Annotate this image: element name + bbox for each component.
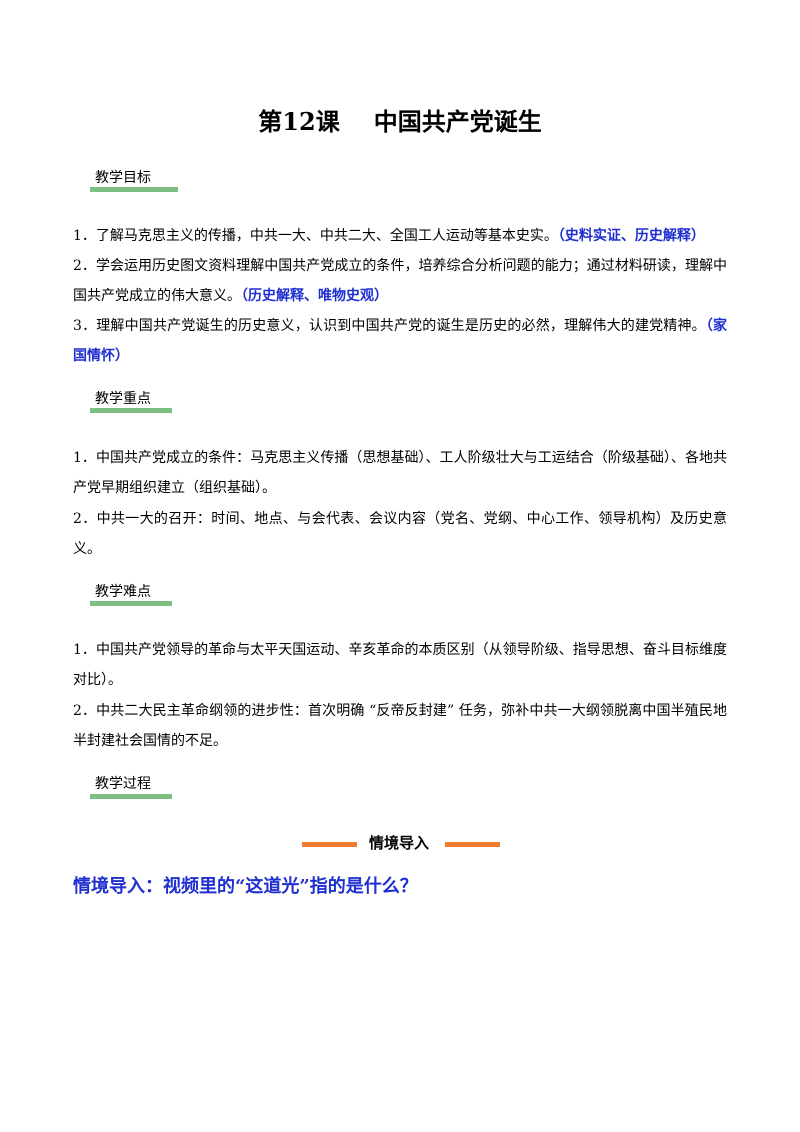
heading-bar bbox=[90, 408, 172, 413]
heading-bar bbox=[90, 794, 172, 799]
section-heading: 教学目标 bbox=[95, 170, 151, 186]
item: 1．中国共产党领导的革命与太平天国运动、辛亥革命的本质区别（从领导阶级、指导思想… bbox=[73, 635, 727, 695]
item-text: 1．了解马克思主义的传播，中共一大、中共二大、全国工人运动等基本史实。 bbox=[73, 228, 558, 244]
item: 1．了解马克思主义的传播，中共一大、中共二大、全国工人运动等基本史实。（史料实证… bbox=[73, 221, 727, 251]
item-text: 3．理解中国共产党诞生的历史意义，认识到中国共产党的诞生是历史的必然，理解伟大的… bbox=[73, 318, 706, 334]
heading-bar bbox=[90, 187, 178, 192]
section-heading: 教学过程 bbox=[95, 776, 151, 792]
question: 情境导入：视频里的“这道光”指的是什么？ bbox=[73, 876, 418, 897]
item: 2．中共一大的召开：时间、地点、与会代表、会议内容（党名、党纲、中心工作、领导机… bbox=[73, 504, 727, 564]
section-heading: 教学重点 bbox=[95, 391, 151, 407]
banner: 情境导入 bbox=[369, 834, 430, 852]
section-heading: 教学难点 bbox=[95, 584, 151, 600]
heading-bar bbox=[90, 601, 172, 606]
item-text: 2．学会运用历史图文资料理解中国共产党成立的条件，培养综合分析问题的能力；通过材… bbox=[73, 258, 727, 304]
banner-bar bbox=[302, 842, 357, 847]
item-tag: （历史解释、唯物史观） bbox=[241, 288, 388, 304]
item-text: 2．中共二大民主革命纲领的进步性：首次明确 “反帝反封建” 任务，弥补中共一大纲… bbox=[73, 703, 727, 749]
item: 3．理解中国共产党诞生的历史意义，认识到中国共产党的诞生是历史的必然，理解伟大的… bbox=[73, 311, 727, 371]
lesson-title: 中国共产党诞生 bbox=[373, 107, 542, 136]
item-text: 1．中国共产党成立的条件：马克思主义传播（思想基础）、工人阶级壮大与工运结合（阶… bbox=[73, 450, 727, 496]
item-tag: （家国情怀） bbox=[73, 318, 728, 364]
item: 1．中国共产党成立的条件：马克思主义传播（思想基础）、工人阶级壮大与工运结合（阶… bbox=[73, 443, 727, 503]
item: 2．中共二大民主革命纲领的进步性：首次明确 “反帝反封建” 任务，弥补中共一大纲… bbox=[73, 696, 727, 756]
item: 2．学会运用历史图文资料理解中国共产党成立的条件，培养综合分析问题的能力；通过材… bbox=[73, 251, 727, 311]
banner-bar bbox=[445, 842, 500, 847]
title: 第12课 中国共产党诞生 bbox=[0, 102, 800, 137]
item-text: 1．中国共产党领导的革命与太平天国运动、辛亥革命的本质区别（从领导阶级、指导思想… bbox=[73, 642, 727, 688]
item-tag: （史料实证、历史解释） bbox=[557, 228, 705, 244]
lesson-number: 第12课 bbox=[258, 107, 340, 136]
item-text: 2．中共一大的召开：时间、地点、与会代表、会议内容（党名、党纲、中心工作、领导机… bbox=[73, 511, 727, 557]
